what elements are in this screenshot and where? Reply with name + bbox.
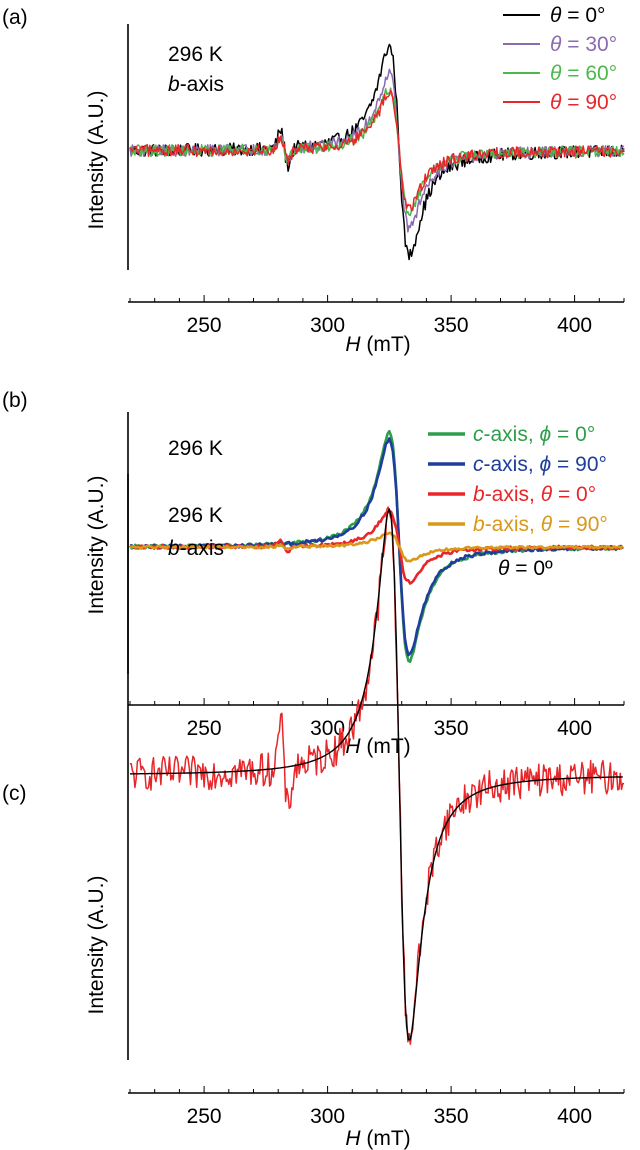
legend-entry-b: c-axis, ϕ = 0°	[473, 423, 595, 446]
series-group-b	[128, 429, 624, 663]
x-tick-label-a: 400	[557, 314, 592, 337]
y-axis-label-b: Intensity (A.U.)	[85, 476, 108, 615]
legend-b: c-axis, ϕ = 0° c-axis, ϕ = 90° b-axis, θ =…	[428, 423, 608, 536]
x-tick-label-b: 300	[310, 717, 345, 740]
panel-label-a: (a)	[2, 6, 28, 29]
x-tick-label-a: 350	[434, 314, 469, 337]
legend-entry-a: θ = 60°	[550, 62, 617, 85]
panel-label-b: (b)	[2, 389, 28, 412]
series-line-b-3	[129, 531, 624, 563]
annotation-axis-c: b-axis	[168, 537, 224, 560]
chart-panel-a: (a) Intensity (A.U.) 296 K b-axis H (mT)…	[2, 4, 625, 356]
y-axis-label-c: Intensity (A.U.)	[85, 876, 108, 1015]
chart-panel-b: (b) Intensity (A.U.) 296 K H (mT) 250 300…	[2, 389, 625, 758]
series-line-c-0	[129, 506, 625, 1045]
axes-c: 250 300 350 400	[127, 474, 625, 1128]
x-tick-label-c: 400	[557, 1105, 592, 1128]
x-tick-label-c: 250	[187, 1105, 222, 1128]
series-group-c	[129, 506, 625, 1045]
x-tick-label-b: 400	[557, 717, 592, 740]
x-tick-label-a: 300	[310, 314, 345, 337]
legend-entry-b: b-axis, θ = 0°	[473, 483, 596, 506]
axes-a: 250 300 350 400	[127, 24, 625, 337]
x-tick-label-a: 250	[187, 314, 222, 337]
x-axis-label-c: H (mT)	[345, 1127, 410, 1150]
legend-entry-a: θ = 90°	[550, 91, 617, 114]
legend-entry-a: θ = 30°	[550, 33, 617, 56]
panel-label-c: (c)	[2, 782, 27, 805]
chart-panel-c: (c) Intensity (A.U.) 296 K b-axis θ = 0º…	[2, 474, 625, 1150]
x-axis-label-a: H (mT)	[345, 333, 410, 356]
series-line-a-3	[129, 89, 625, 212]
annotation-temperature-b: 296 K	[168, 437, 223, 460]
x-tick-label-c: 350	[434, 1105, 469, 1128]
x-tick-label-c: 300	[310, 1105, 345, 1128]
x-tick-label-b: 250	[187, 717, 222, 740]
series-line-c-1	[129, 508, 623, 1041]
legend-a: θ = 0° θ = 30° θ = 60° θ = 90°	[503, 4, 617, 114]
legend-entry-a: θ = 0°	[550, 4, 605, 27]
x-axis-label-b: H (mT)	[345, 735, 410, 758]
x-tick-label-b: 350	[434, 717, 469, 740]
legend-entry-b: c-axis, ϕ = 90°	[473, 453, 607, 476]
legend-entry-b: b-axis, θ = 90°	[473, 513, 608, 536]
annotation-temperature-a: 296 K	[168, 43, 223, 66]
theta-label-c: θ = 0º	[498, 557, 553, 580]
series-group-a	[129, 43, 625, 261]
y-axis-label-a: Intensity (A.U.)	[85, 91, 108, 230]
annotation-axis-a: b-axis	[168, 73, 224, 96]
annotation-temperature-c: 296 K	[168, 504, 223, 527]
